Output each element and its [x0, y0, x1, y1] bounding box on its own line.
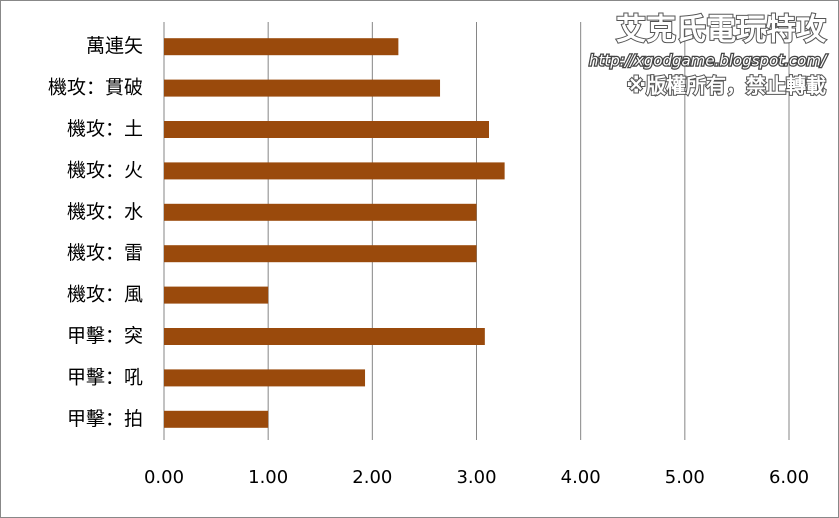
- bar: [164, 410, 269, 428]
- x-tick-label: 3.00: [456, 467, 496, 488]
- bar: [164, 245, 477, 263]
- y-tick-label: 甲擊：吼: [67, 366, 143, 388]
- bar: [164, 162, 505, 180]
- watermark-notice: ※版權所有，禁止轉載: [627, 74, 826, 98]
- bar: [164, 328, 485, 345]
- x-tick-label: 1.00: [248, 467, 288, 488]
- x-tick-label: 6.00: [769, 467, 809, 488]
- y-tick-label: 甲擊：突: [67, 325, 143, 347]
- bar: [164, 369, 366, 387]
- y-tick-label: 機攻：火: [67, 159, 143, 181]
- bar: [164, 286, 269, 304]
- y-tick-label: 機攻：土: [67, 118, 143, 140]
- y-tick-label: 機攻：貫破: [48, 77, 143, 99]
- bar: [164, 121, 489, 138]
- watermark-url: http://xgodgame.blogspot.com/: [589, 52, 828, 70]
- x-tick-label: 5.00: [665, 467, 705, 488]
- bar: [164, 79, 441, 97]
- x-tick-label: 4.00: [561, 467, 601, 488]
- y-tick-label: 機攻：風: [67, 284, 143, 306]
- y-tick-label: 機攻：雷: [67, 242, 143, 264]
- x-tick-label: 2.00: [352, 467, 392, 488]
- y-tick-label: 機攻：水: [67, 201, 143, 223]
- watermark-title: 艾克氏電玩特攻: [616, 13, 827, 48]
- y-tick-label: 甲擊：拍: [67, 408, 143, 430]
- bar: [164, 38, 399, 56]
- y-tick-label: 萬連矢: [86, 35, 143, 57]
- x-tick-label: 0.00: [144, 467, 184, 488]
- bar: [164, 203, 477, 221]
